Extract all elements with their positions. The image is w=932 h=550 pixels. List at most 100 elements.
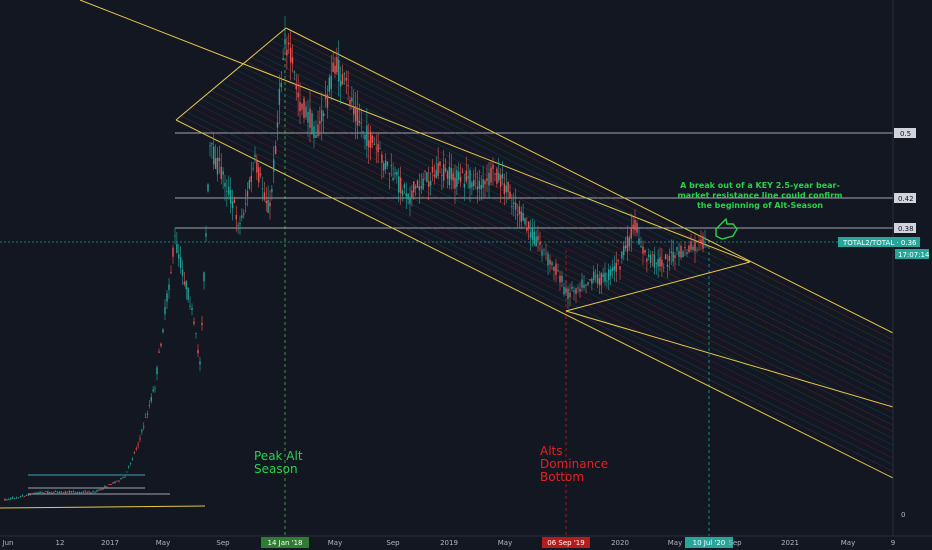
candle-body (332, 62, 334, 72)
candle-body (672, 251, 674, 262)
candle-body (330, 75, 332, 89)
candle-body (158, 351, 160, 353)
candle-body (706, 245, 708, 247)
candle-body (301, 104, 303, 110)
candle-body (476, 186, 479, 190)
time-tick-label: 2021 (781, 539, 799, 547)
candle-body (216, 157, 219, 175)
candle-body (383, 163, 385, 171)
candle-body (452, 173, 454, 181)
candle-body (547, 253, 549, 266)
candle-body (90, 492, 92, 494)
fan-line (180, 115, 894, 472)
candle-body (336, 57, 338, 73)
time-tick-label: May (156, 539, 170, 547)
candle-body (131, 458, 134, 460)
candle-body (315, 134, 317, 138)
candle-body (392, 178, 394, 181)
candle-body (522, 213, 524, 221)
candle-body (384, 160, 387, 170)
candle-body (112, 482, 114, 484)
candle-body (486, 178, 488, 182)
candle-body (579, 289, 581, 292)
time-tick-label: 14 Jan '18 (268, 539, 303, 547)
time-tick-label: 10 Jul '20 (693, 539, 726, 547)
candle-body (394, 172, 396, 175)
candle-body (154, 387, 156, 389)
candle-body (224, 182, 226, 187)
candle-body (148, 404, 151, 406)
candle-body (444, 168, 447, 172)
candle-body (235, 215, 237, 220)
candle-body (237, 224, 239, 226)
time-tick-label: May (841, 539, 855, 547)
candle-body (252, 168, 254, 170)
candle-body (569, 292, 571, 298)
candle-body (674, 255, 676, 258)
candle-body (203, 272, 205, 282)
time-tick-label: 2020 (611, 539, 629, 547)
time-tick-label: Sep (216, 539, 230, 547)
candle-body (422, 178, 424, 190)
candle-body (575, 288, 577, 294)
price-tick-0.42: 0.42 (898, 195, 914, 203)
candle-body (414, 186, 417, 189)
candle-body (305, 106, 307, 118)
candle-body (80, 492, 82, 494)
candle-body (433, 174, 436, 177)
candle-body (369, 132, 372, 148)
candle-body (398, 176, 400, 193)
candle-body (195, 333, 197, 334)
candle-body (10, 497, 12, 500)
fan-line (265, 44, 894, 360)
time-axis[interactable]: Jun 12 2017 May Sep 14 Jan '18 May Sep 2019 May 06… (0, 535, 932, 548)
candle-body (636, 223, 638, 233)
candle-body (593, 271, 595, 281)
candle-body (420, 186, 422, 188)
candle-body (418, 186, 421, 191)
candle-body (571, 286, 573, 289)
candle-body (551, 262, 553, 266)
candle-body (664, 254, 667, 260)
candle-body (47, 491, 49, 494)
candle-body (439, 161, 441, 166)
candle-body (606, 280, 608, 282)
bottom-label-line-2: Dominance (540, 457, 608, 471)
candle-body (62, 492, 65, 494)
candle-body (248, 180, 251, 189)
time-tick-label: May (328, 539, 342, 547)
candle-body (244, 203, 247, 205)
candle-body (553, 266, 555, 271)
candle-body (516, 214, 519, 216)
time-tick-label: May (668, 539, 682, 547)
candle-body (661, 259, 663, 267)
candle-body (528, 221, 530, 228)
candle-body (338, 59, 340, 82)
candle-body (648, 254, 650, 257)
candle-body (341, 74, 344, 85)
candle-body (339, 80, 342, 87)
candle-body (193, 321, 195, 324)
candle-body (228, 186, 230, 195)
candle-body (104, 486, 106, 488)
candle-body (676, 247, 678, 251)
time-tick-label: 12 (56, 539, 65, 547)
candle-body (686, 252, 688, 255)
peak-label-line-2: Season (254, 462, 298, 476)
candle-body (678, 250, 680, 257)
candle-body (313, 126, 315, 138)
candle-body (250, 175, 252, 182)
candle-body (282, 58, 284, 60)
candle-body (456, 170, 458, 187)
candle-body (243, 213, 245, 215)
candle-body (698, 240, 700, 242)
candle-body (377, 143, 379, 153)
price-axis[interactable]: 0.5 0.42 0.38 0 TOTAL2/TOTAL · 0.36 17:0… (838, 0, 930, 536)
channel-bottom-line (175, 119, 894, 479)
rising-support-line (565, 261, 751, 312)
candle-body (611, 267, 614, 272)
price-tag-0.5-bg (894, 128, 916, 138)
candle-body (507, 181, 509, 193)
candle-body (156, 367, 158, 375)
